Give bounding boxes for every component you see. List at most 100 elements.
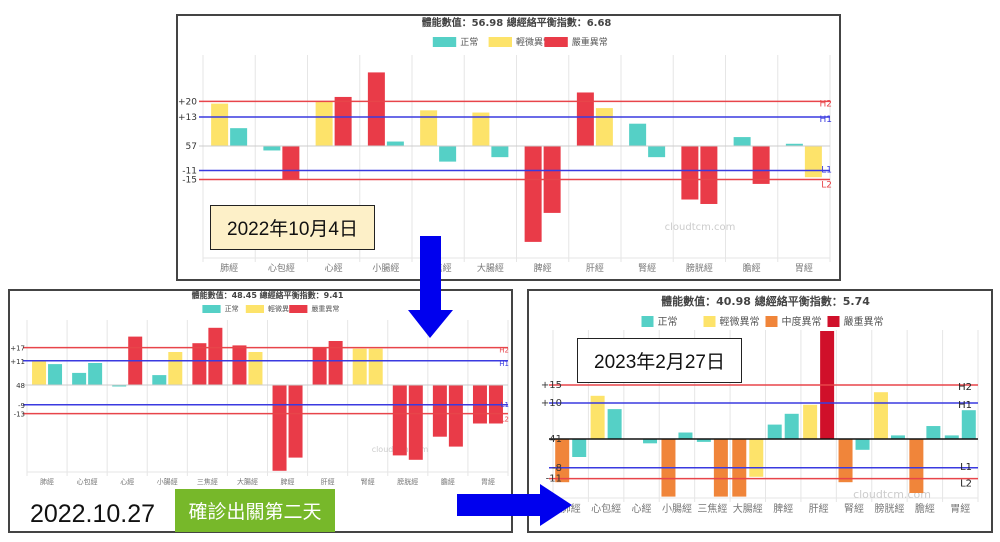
x-tick-label: 心經 bbox=[325, 262, 343, 274]
bar-胃經-1[interactable] bbox=[944, 435, 959, 439]
x-tick-label: 脾經 bbox=[534, 262, 552, 274]
bar-胃經-1[interactable] bbox=[785, 143, 803, 146]
bar-脾經-1[interactable] bbox=[272, 385, 287, 471]
legend-swatch-normal[interactable] bbox=[432, 37, 457, 47]
ref-line-label: L1 bbox=[821, 166, 832, 176]
bar-脾經-1[interactable] bbox=[524, 146, 542, 242]
bar-三焦經-1[interactable] bbox=[420, 110, 438, 146]
ref-line-label: H1 bbox=[958, 400, 972, 411]
bar-腎經-2[interactable] bbox=[368, 348, 383, 385]
legend-swatch-mild[interactable] bbox=[703, 316, 716, 327]
legend-label[interactable]: 輕微異常 bbox=[268, 304, 296, 313]
bar-心經-1[interactable] bbox=[112, 385, 127, 387]
legend-label[interactable]: 嚴重異常 bbox=[311, 304, 339, 313]
bar-膽經-2[interactable] bbox=[752, 146, 770, 184]
bar-三焦經-2[interactable] bbox=[208, 327, 223, 385]
bar-膽經-1[interactable] bbox=[909, 439, 924, 493]
bar-三焦經-1[interactable] bbox=[192, 343, 207, 385]
bar-肝經-2[interactable] bbox=[328, 341, 343, 385]
date-note-badge: 確診出關第二天 bbox=[175, 489, 335, 532]
bar-脾經-1[interactable] bbox=[767, 424, 782, 439]
bar-肝經-1[interactable] bbox=[576, 92, 594, 146]
bar-膽經-2[interactable] bbox=[926, 426, 941, 439]
baseline-label: 48 bbox=[16, 382, 25, 390]
bar-胃經-2[interactable] bbox=[961, 410, 976, 439]
legend-swatch-severe[interactable] bbox=[544, 37, 568, 47]
bar-肺經-2[interactable] bbox=[48, 364, 63, 385]
ref-line-label: H2 bbox=[820, 99, 833, 109]
bar-肺經-2[interactable] bbox=[572, 439, 587, 457]
legend-label[interactable]: 正常 bbox=[460, 36, 478, 48]
bar-肺經-2[interactable] bbox=[230, 128, 248, 146]
bar-小腸經-1[interactable] bbox=[367, 72, 385, 146]
x-tick-label: 心包經 bbox=[77, 477, 98, 486]
legend-label[interactable]: 輕微異常 bbox=[516, 36, 552, 48]
bar-心經-2[interactable] bbox=[643, 439, 658, 444]
bar-腎經-2[interactable] bbox=[855, 439, 870, 450]
bar-肝經-2[interactable] bbox=[595, 108, 613, 146]
bar-小腸經-2[interactable] bbox=[386, 141, 404, 146]
bar-肺經-1[interactable] bbox=[32, 360, 47, 385]
bar-腎經-1[interactable] bbox=[629, 123, 647, 146]
legend-swatch-normal[interactable] bbox=[202, 305, 221, 313]
bar-膽經-1[interactable] bbox=[733, 137, 751, 146]
bar-三焦經-1[interactable] bbox=[696, 439, 711, 442]
legend-swatch-mild[interactable] bbox=[245, 305, 264, 313]
legend-label[interactable]: 正常 bbox=[658, 315, 678, 328]
bar-膀胱經-1[interactable] bbox=[681, 146, 699, 200]
y-tick-label: -13 bbox=[14, 411, 25, 419]
bar-心包經-2[interactable] bbox=[607, 409, 622, 439]
bar-心包經-2[interactable] bbox=[282, 146, 300, 180]
bar-腎經-2[interactable] bbox=[648, 146, 666, 158]
legend-label[interactable]: 正常 bbox=[225, 304, 239, 313]
bar-心包經-1[interactable] bbox=[72, 372, 87, 385]
bar-腎經-1[interactable] bbox=[838, 439, 853, 483]
bar-膀胱經-1[interactable] bbox=[873, 392, 888, 439]
bar-膽經-2[interactable] bbox=[448, 385, 463, 447]
bar-小腸經-2[interactable] bbox=[678, 432, 693, 439]
bar-心經-1[interactable] bbox=[315, 101, 333, 146]
bar-胃經-2[interactable] bbox=[804, 146, 822, 178]
legend-label[interactable]: 嚴重異常 bbox=[572, 36, 608, 48]
bar-心包經-1[interactable] bbox=[263, 146, 281, 151]
bar-脾經-2[interactable] bbox=[288, 385, 303, 458]
bar-小腸經-1[interactable] bbox=[152, 375, 167, 385]
bar-脾經-2[interactable] bbox=[784, 413, 799, 439]
legend-swatch-severe[interactable] bbox=[289, 305, 308, 313]
bar-心包經-2[interactable] bbox=[88, 363, 103, 385]
chart-title: 體能數值：40.98 總經絡平衡指數：5.74 bbox=[661, 294, 870, 308]
bar-大腸經-1[interactable] bbox=[232, 345, 247, 385]
bar-膀胱經-2[interactable] bbox=[890, 435, 905, 439]
bar-心包經-1[interactable] bbox=[590, 395, 605, 439]
x-tick-label: 小腸經 bbox=[662, 502, 692, 515]
bar-大腸經-2[interactable] bbox=[749, 439, 764, 477]
legend-label[interactable]: 嚴重異常 bbox=[844, 315, 884, 328]
date-label-2022-10-04: 2022年10月4日 bbox=[210, 205, 375, 250]
bar-膀胱經-2[interactable] bbox=[700, 146, 718, 204]
bar-膽經-1[interactable] bbox=[432, 385, 447, 437]
bar-腎經-1[interactable] bbox=[352, 348, 367, 385]
legend-swatch-normal[interactable] bbox=[641, 316, 654, 327]
bar-膀胱經-2[interactable] bbox=[408, 385, 423, 460]
bar-肝經-1[interactable] bbox=[803, 404, 818, 439]
date-label-2023-02-27: 2023年2月27日 bbox=[577, 338, 742, 383]
bar-三焦經-2[interactable] bbox=[439, 146, 457, 162]
legend-swatch-mild[interactable] bbox=[488, 37, 512, 47]
legend-swatch-critical[interactable] bbox=[827, 316, 840, 327]
baseline-label: 57 bbox=[186, 142, 197, 152]
legend-label[interactable]: 中度異常 bbox=[782, 315, 822, 328]
bar-大腸經-2[interactable] bbox=[248, 352, 263, 385]
legend-swatch-moderate[interactable] bbox=[765, 316, 778, 327]
bar-肺經-1[interactable] bbox=[555, 439, 570, 483]
bar-大腸經-1[interactable] bbox=[472, 112, 490, 146]
bar-肝經-1[interactable] bbox=[312, 347, 327, 385]
bar-小腸經-2[interactable] bbox=[168, 352, 183, 385]
ref-line-label: H1 bbox=[499, 360, 509, 368]
bar-肺經-1[interactable] bbox=[211, 103, 229, 146]
x-tick-label: 三焦經 bbox=[197, 477, 218, 486]
bar-大腸經-2[interactable] bbox=[491, 146, 509, 158]
bar-膀胱經-1[interactable] bbox=[392, 385, 407, 456]
legend-label[interactable]: 輕微異常 bbox=[720, 315, 760, 328]
bar-心經-2[interactable] bbox=[334, 96, 352, 146]
